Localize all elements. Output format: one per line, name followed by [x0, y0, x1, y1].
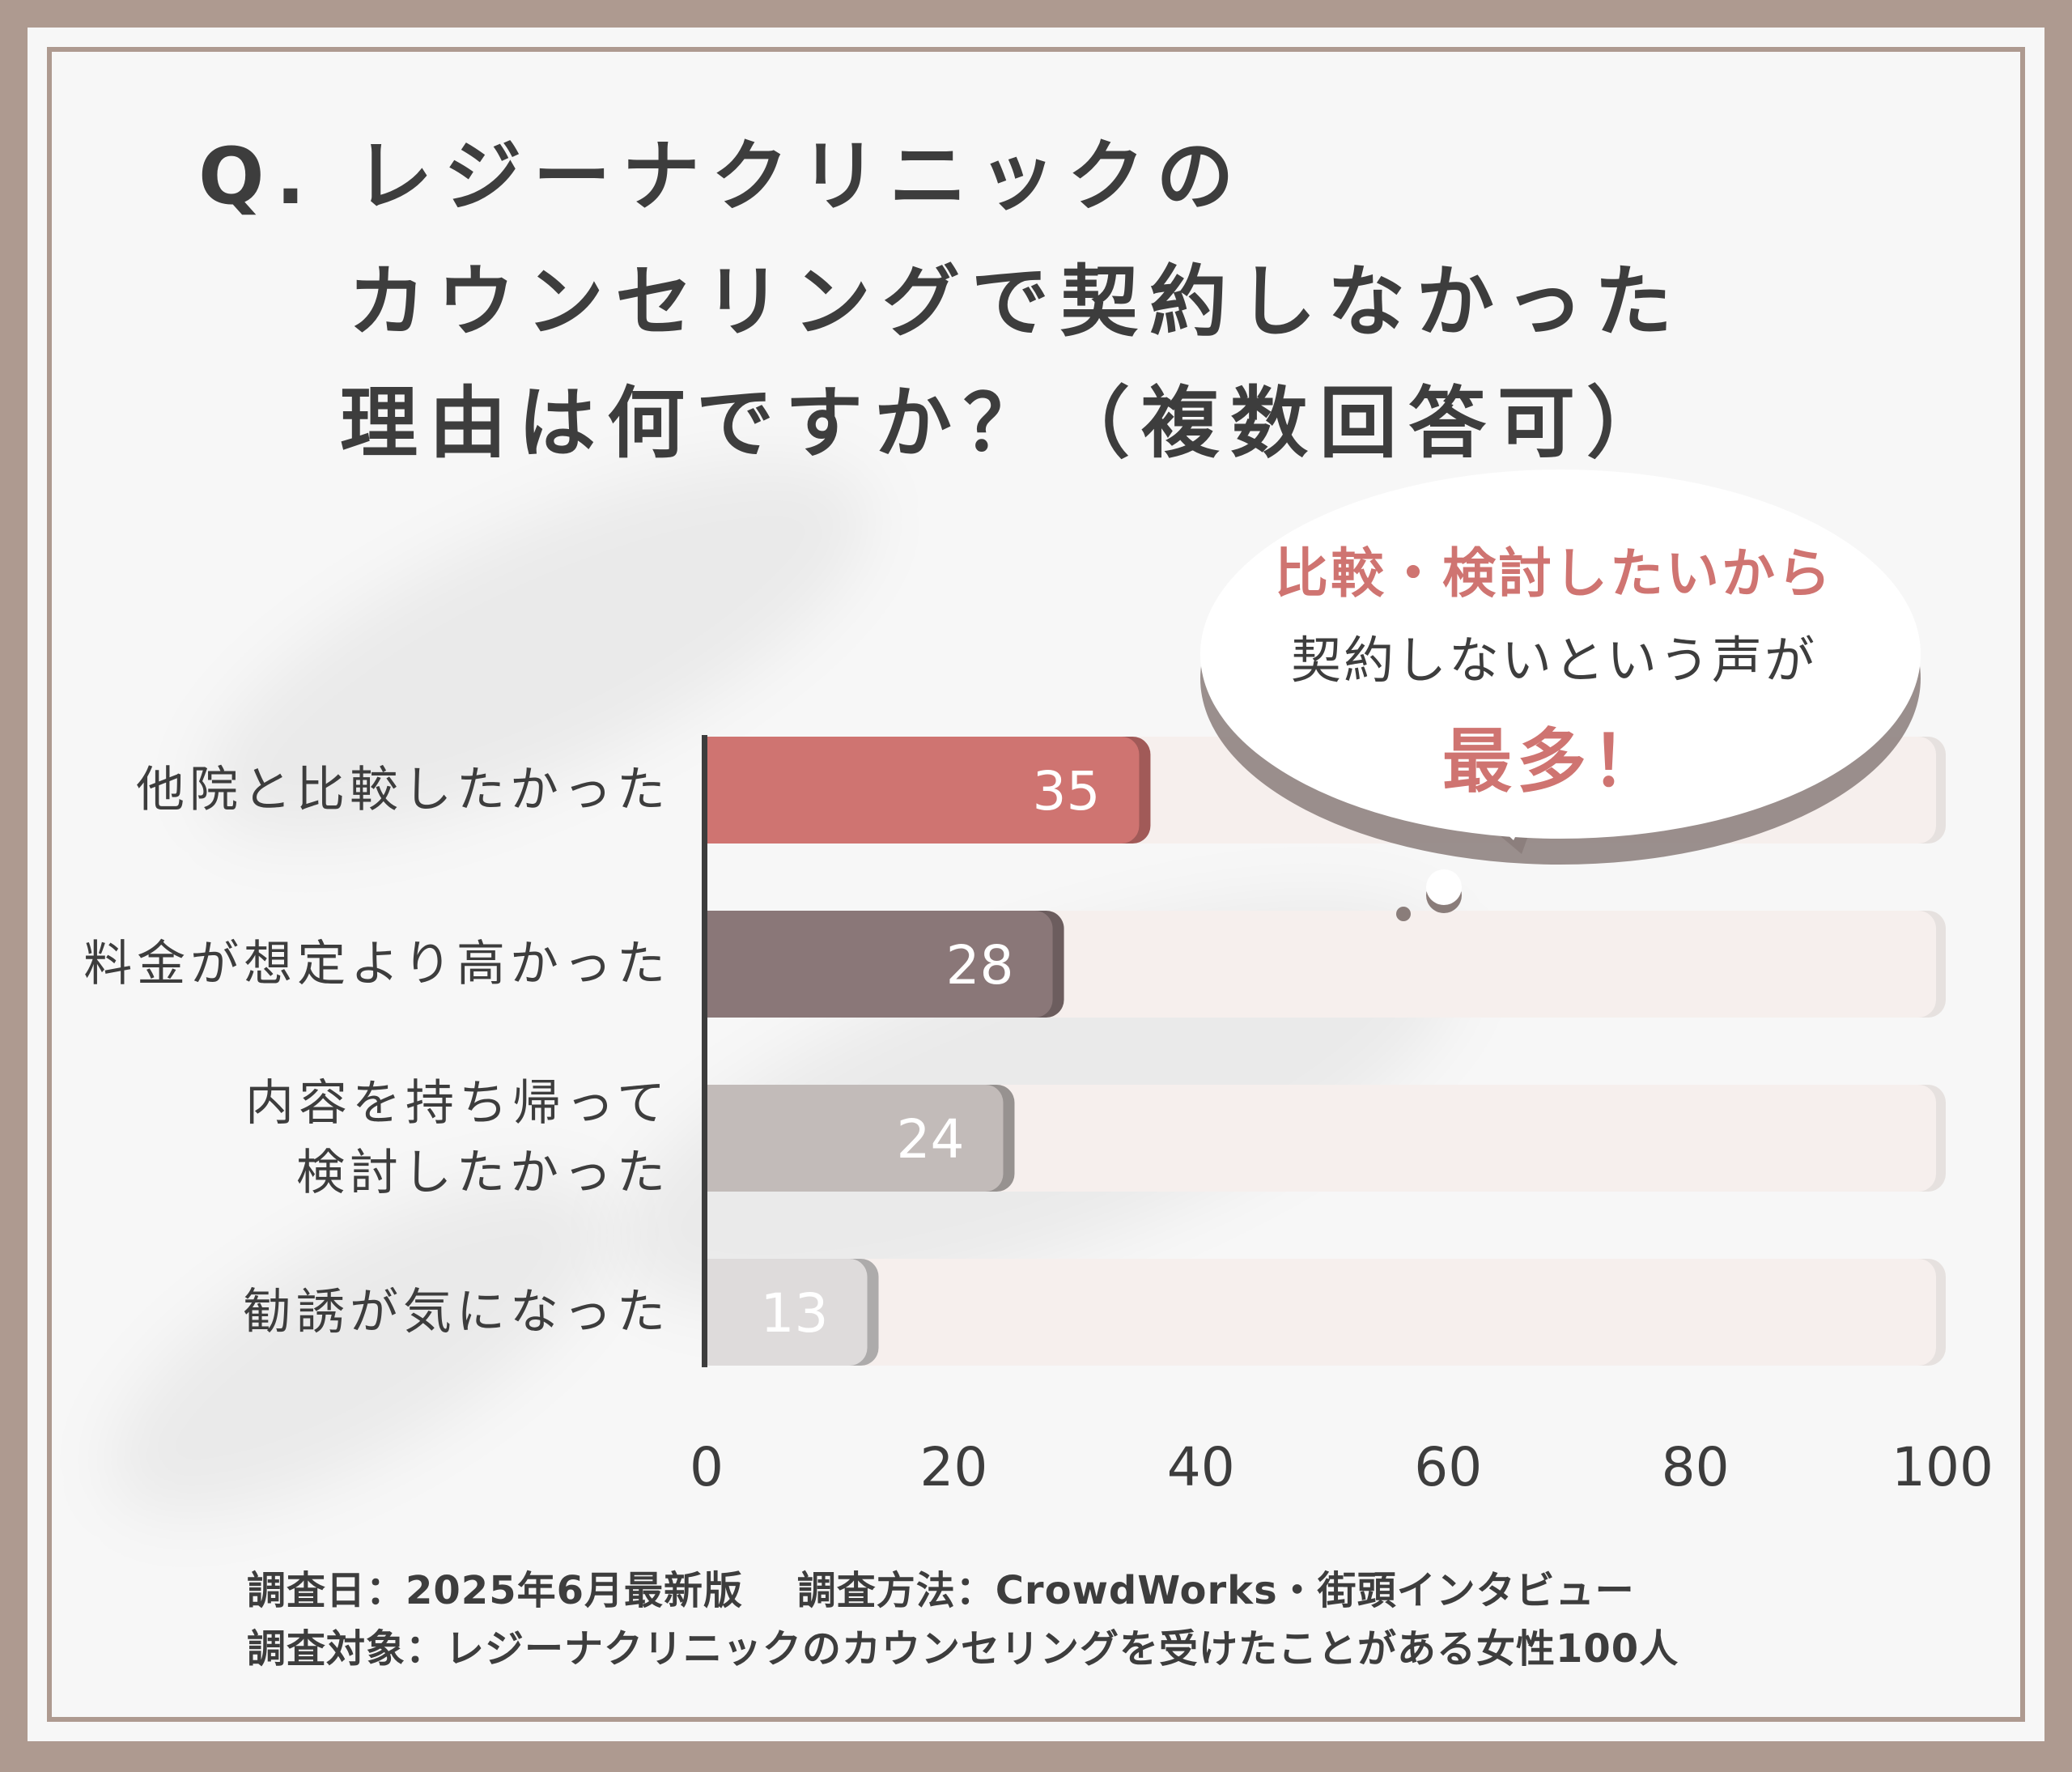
bar-base	[707, 737, 726, 844]
x-tick-label: 20	[919, 1436, 987, 1498]
question-title-line-1: Q. レジーナクリニックの	[198, 131, 1246, 222]
question-title-line-3: 理由は何ですか？（複数回答可）	[340, 378, 1675, 469]
speech-bubble-tail	[1467, 785, 1542, 840]
category-label: 他院と比較したかった	[136, 762, 670, 818]
category-label: 勧誘が気になった	[243, 1284, 670, 1341]
bar-base	[707, 1259, 726, 1366]
bar-value-label: 24	[896, 1108, 964, 1171]
category-label: 料金が想定より高かった	[83, 936, 670, 992]
bar-value-label: 28	[946, 934, 1014, 996]
speech-bubble-shape	[1200, 470, 1921, 921]
bar	[707, 911, 1053, 1018]
callout-line-2: 契約しないという声が	[1290, 631, 1817, 690]
callout-line-1: 比較・検討したいから	[1275, 542, 1833, 605]
bar-base	[707, 1085, 726, 1192]
bar	[707, 737, 1140, 844]
x-tick-label: 60	[1414, 1436, 1482, 1498]
x-tick-label: 100	[1892, 1436, 1993, 1498]
survey-info-line-2: 調査対象：レジーナクリニックのカウンセリングを受けたことがある女性100人	[247, 1626, 1679, 1672]
speech-bubble-body	[1200, 470, 1921, 839]
survey-info-line-1: 調査日：2025年6月最新版 調査方法：CrowdWorks・街頭インタビュー	[247, 1568, 1635, 1613]
callout-line-3: 最多！	[1442, 721, 1666, 802]
bar-value-label: 13	[761, 1282, 829, 1345]
x-tick-label: 80	[1662, 1436, 1730, 1498]
x-tick-label: 0	[690, 1436, 724, 1498]
y-axis-line	[702, 735, 707, 1367]
bar-value-label: 35	[1032, 760, 1100, 822]
question-title-line-2: カウンセリングで契約しなかった	[348, 257, 1684, 347]
bar-base	[707, 911, 726, 1018]
card-frame	[28, 28, 2044, 1741]
speech-bubble-dot	[1426, 869, 1462, 905]
category-label: 検討したかった	[296, 1145, 670, 1201]
bar	[707, 1259, 868, 1366]
bar	[707, 1085, 1004, 1192]
x-tick-label: 40	[1167, 1436, 1235, 1498]
category-label: 内容を持ち帰って	[245, 1075, 670, 1132]
speech-bubble-dot-small	[1396, 907, 1411, 921]
bar-track	[707, 1259, 1936, 1366]
